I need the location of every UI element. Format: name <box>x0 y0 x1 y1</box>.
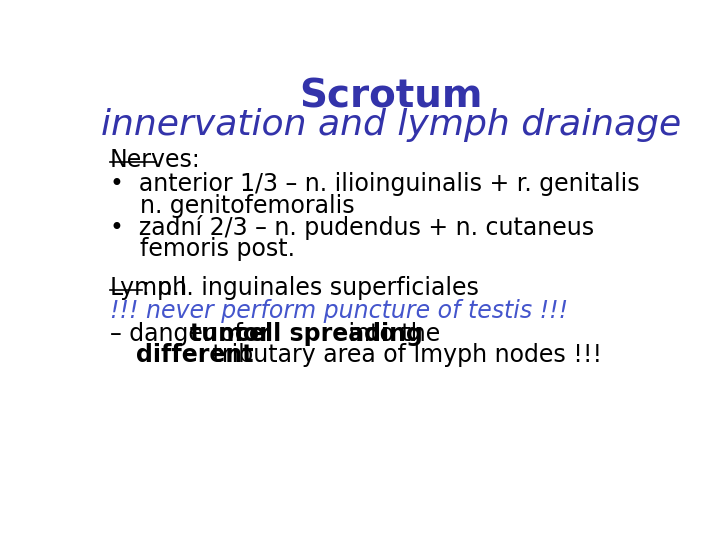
Text: tumor: tumor <box>189 322 279 346</box>
Text: •  anterior 1/3 – n. ilioinguinalis + r. genitalis: • anterior 1/3 – n. ilioinguinalis + r. … <box>109 172 639 196</box>
Text: tributary area of lmyph nodes !!!: tributary area of lmyph nodes !!! <box>204 343 602 367</box>
Text: Scrotum: Scrotum <box>300 77 483 115</box>
Text: – danger of: – danger of <box>109 322 250 346</box>
Text: !!! never perform puncture of testis !!!: !!! never perform puncture of testis !!! <box>109 299 567 323</box>
Text: Lymph: Lymph <box>109 276 188 300</box>
Text: Nerves:: Nerves: <box>109 148 200 172</box>
Text: •  zadní 2/3 – n. pudendus + n. cutaneus: • zadní 2/3 – n. pudendus + n. cutaneus <box>109 215 594 240</box>
Text: cell spreading: cell spreading <box>235 322 423 346</box>
Text: : n.l. inguinales superficiales: : n.l. inguinales superficiales <box>143 276 480 300</box>
Text: femoris post.: femoris post. <box>109 237 294 261</box>
Text: different: different <box>136 343 253 367</box>
Text: into the: into the <box>341 322 441 346</box>
Text: innervation and lymph drainage: innervation and lymph drainage <box>102 109 681 143</box>
Text: n. genitofemoralis: n. genitofemoralis <box>109 194 354 218</box>
